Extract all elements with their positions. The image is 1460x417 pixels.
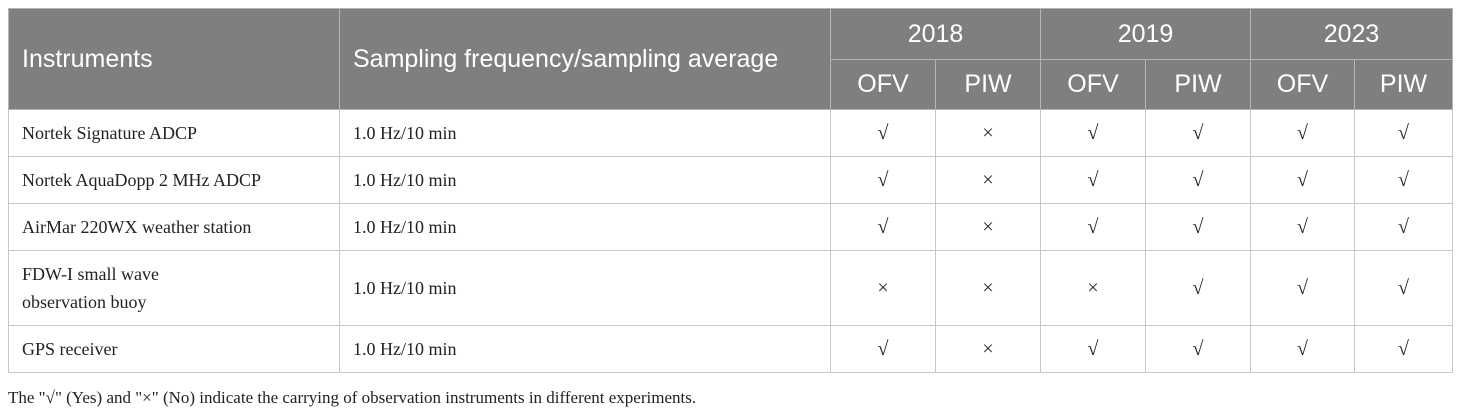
mark-piw-2023: √ [1354, 109, 1453, 157]
mark-piw-2019: √ [1145, 250, 1251, 326]
mark-piw-2023: √ [1354, 250, 1453, 326]
mark-ofv-2019: × [1040, 250, 1146, 326]
mark-ofv-2023: √ [1250, 203, 1355, 251]
observation-instruments-table: Instruments Sampling frequency/sampling … [8, 8, 1453, 373]
header-year-2023: 2023 [1250, 8, 1453, 60]
mark-piw-2023: √ [1354, 325, 1453, 373]
table-footnote: The "√" (Yes) and "×" (No) indicate the … [8, 388, 697, 407]
sampling-value: 1.0 Hz/10 min [339, 203, 831, 251]
sampling-value: 1.0 Hz/10 min [339, 250, 831, 326]
mark-piw-2019: √ [1145, 109, 1251, 157]
table-row: Nortek Signature ADCP 1.0 Hz/10 min √ × … [8, 109, 1453, 157]
mark-ofv-2018: √ [830, 325, 936, 373]
mark-ofv-2019: √ [1040, 109, 1146, 157]
mark-piw-2018: × [935, 250, 1041, 326]
mark-ofv-2019: √ [1040, 156, 1146, 204]
mark-ofv-2023: √ [1250, 109, 1355, 157]
mark-ofv-2023: √ [1250, 250, 1355, 326]
sampling-value: 1.0 Hz/10 min [339, 156, 831, 204]
header-year-2018: 2018 [830, 8, 1041, 60]
table-row: AirMar 220WX weather station 1.0 Hz/10 m… [8, 203, 1453, 251]
sampling-value: 1.0 Hz/10 min [339, 109, 831, 157]
mark-ofv-2023: √ [1250, 325, 1355, 373]
sampling-value: 1.0 Hz/10 min [339, 325, 831, 373]
header-ofv-2023: OFV [1250, 59, 1355, 110]
instrument-name: Nortek Signature ADCP [8, 109, 340, 157]
header-year-2019: 2019 [1040, 8, 1251, 60]
instrument-name: GPS receiver [8, 325, 340, 373]
instrument-name: FDW-I small wave observation buoy [8, 250, 340, 326]
header-sampling: Sampling frequency/sampling average [339, 8, 831, 110]
mark-piw-2018: × [935, 325, 1041, 373]
mark-piw-2018: × [935, 203, 1041, 251]
mark-ofv-2019: √ [1040, 325, 1146, 373]
mark-ofv-2019: √ [1040, 203, 1146, 251]
mark-ofv-2018: × [830, 250, 936, 326]
instrument-name-line: observation buoy [22, 292, 147, 312]
mark-piw-2023: √ [1354, 156, 1453, 204]
mark-ofv-2018: √ [830, 156, 936, 204]
table-row: FDW-I small wave observation buoy 1.0 Hz… [8, 250, 1453, 326]
table-row: Nortek AquaDopp 2 MHz ADCP 1.0 Hz/10 min… [8, 156, 1453, 204]
header-ofv-2019: OFV [1040, 59, 1146, 110]
header-piw-2019: PIW [1145, 59, 1251, 110]
table-row: GPS receiver 1.0 Hz/10 min √ × √ √ √ √ [8, 325, 1453, 373]
instrument-name-line: FDW-I small wave [22, 264, 159, 284]
mark-piw-2019: √ [1145, 325, 1251, 373]
header-piw-2023: PIW [1354, 59, 1453, 110]
header-instruments: Instruments [8, 8, 340, 110]
mark-piw-2019: √ [1145, 203, 1251, 251]
header-piw-2018: PIW [935, 59, 1041, 110]
header-ofv-2018: OFV [830, 59, 936, 110]
mark-piw-2018: × [935, 156, 1041, 204]
mark-piw-2018: × [935, 109, 1041, 157]
mark-ofv-2023: √ [1250, 156, 1355, 204]
mark-ofv-2018: √ [830, 109, 936, 157]
instrument-name: Nortek AquaDopp 2 MHz ADCP [8, 156, 340, 204]
mark-piw-2019: √ [1145, 156, 1251, 204]
instrument-name: AirMar 220WX weather station [8, 203, 340, 251]
mark-piw-2023: √ [1354, 203, 1453, 251]
mark-ofv-2018: √ [830, 203, 936, 251]
